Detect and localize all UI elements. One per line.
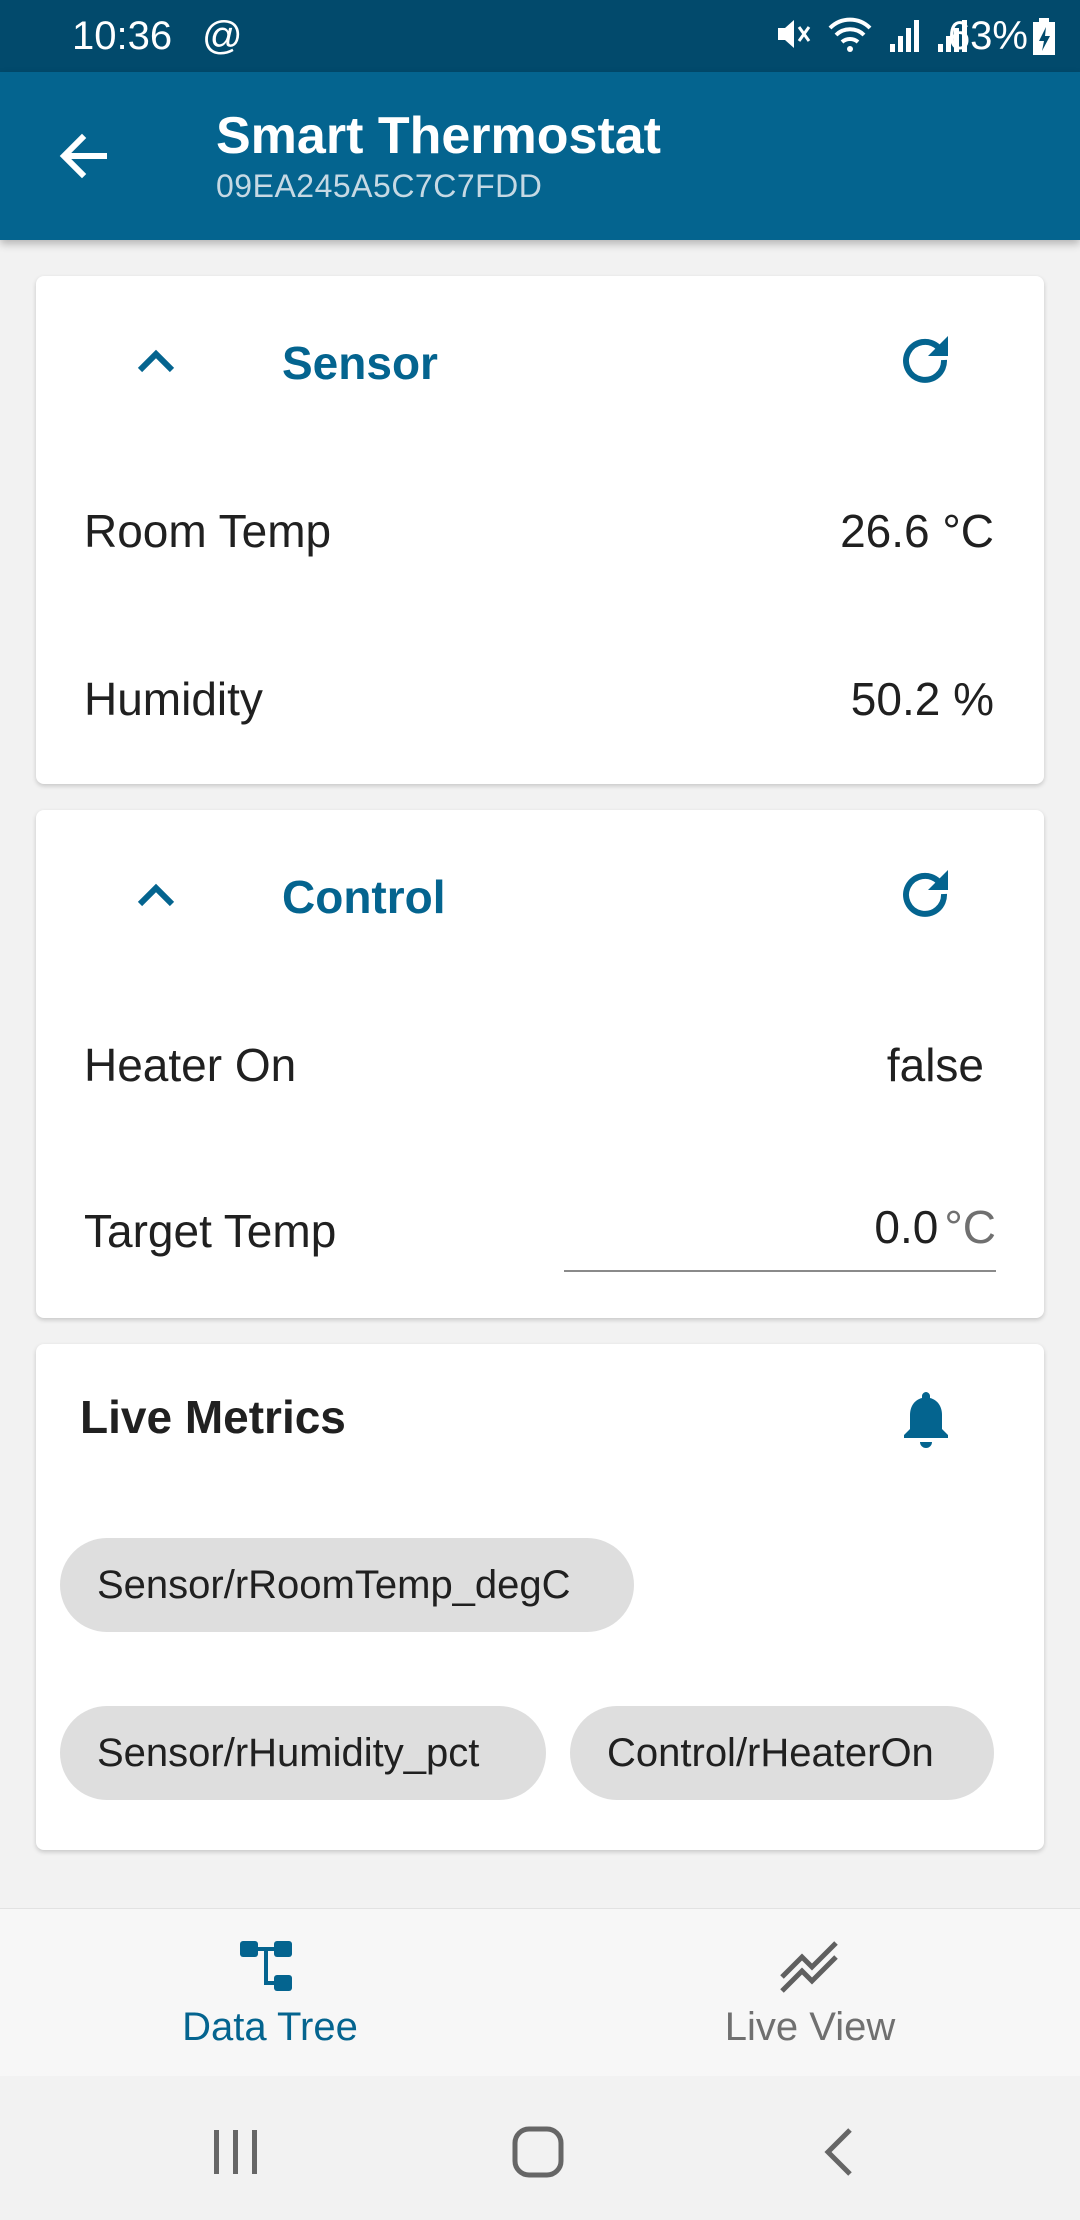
page-title: Smart Thermostat [216,107,661,165]
mute-icon [778,20,811,48]
metric-chip[interactable]: Sensor/rRoomTemp_degC [60,1538,634,1632]
metric-chip[interactable]: Control/rHeaterOn [570,1706,994,1800]
status-at-symbol: @ [202,14,243,58]
chart-line-icon [780,1941,838,1993]
room-temp-label: Room Temp [84,505,332,557]
recent-apps-icon[interactable] [206,2124,266,2180]
live-metrics-title: Live Metrics [80,1391,346,1443]
status-icons [772,14,970,54]
bottom-nav: Data Tree Live View [0,1908,1080,2077]
nav-data-tree[interactable]: Data Tree [0,1909,540,2077]
target-temp-input[interactable]: 0.0 °C [564,1200,996,1272]
battery-percent: 63% [947,14,1028,58]
device-id: 09EA245A5C7C7FDD [216,168,543,204]
refresh-icon[interactable] [894,330,958,394]
section-title-control: Control [282,871,446,923]
humidity-label: Humidity [84,673,263,725]
system-nav [0,2076,1080,2220]
status-bar: 10:36 @ 63% [0,0,1080,72]
target-temp-value[interactable]: 0.0 [874,1201,939,1253]
heater-on-label: Heater On [84,1039,297,1091]
status-time: 10:36 [72,14,173,58]
home-icon[interactable] [508,2124,568,2180]
signal-icon [890,20,919,52]
control-card: Control Heater On false Target Temp 0.0 °… [36,810,1044,1318]
wifi-icon [828,17,872,52]
target-temp-label: Target Temp [84,1205,337,1257]
chevron-up-icon[interactable] [132,338,180,386]
nav-live-view[interactable]: Live View [540,1909,1080,2077]
humidity-value: 50.2 % [850,673,994,725]
back-nav-icon[interactable] [810,2124,870,2180]
nav-live-view-label: Live View [724,2005,896,2049]
live-metrics-card: Live Metrics Sensor/rRoomTemp_degC Senso… [36,1344,1044,1850]
room-temp-value: 26.6 °C [840,505,994,557]
refresh-icon[interactable] [894,864,958,928]
bell-icon[interactable] [894,1386,958,1450]
heater-on-value[interactable]: false [886,1039,984,1091]
battery-charging-icon [1033,18,1055,55]
nav-data-tree-label: Data Tree [182,2005,358,2049]
section-title-sensor: Sensor [282,337,438,389]
signal-icon [938,20,967,52]
tree-icon [240,1941,292,1991]
app-bar: Smart Thermostat 09EA245A5C7C7FDD [0,72,1080,240]
chevron-up-icon[interactable] [132,872,180,920]
metric-chip[interactable]: Sensor/rHumidity_pct [60,1706,546,1800]
target-temp-unit: °C [944,1201,996,1253]
sensor-card: Sensor Room Temp 26.6 °C Humidity 50.2 % [36,276,1044,784]
arrow-back-icon[interactable] [54,126,114,186]
